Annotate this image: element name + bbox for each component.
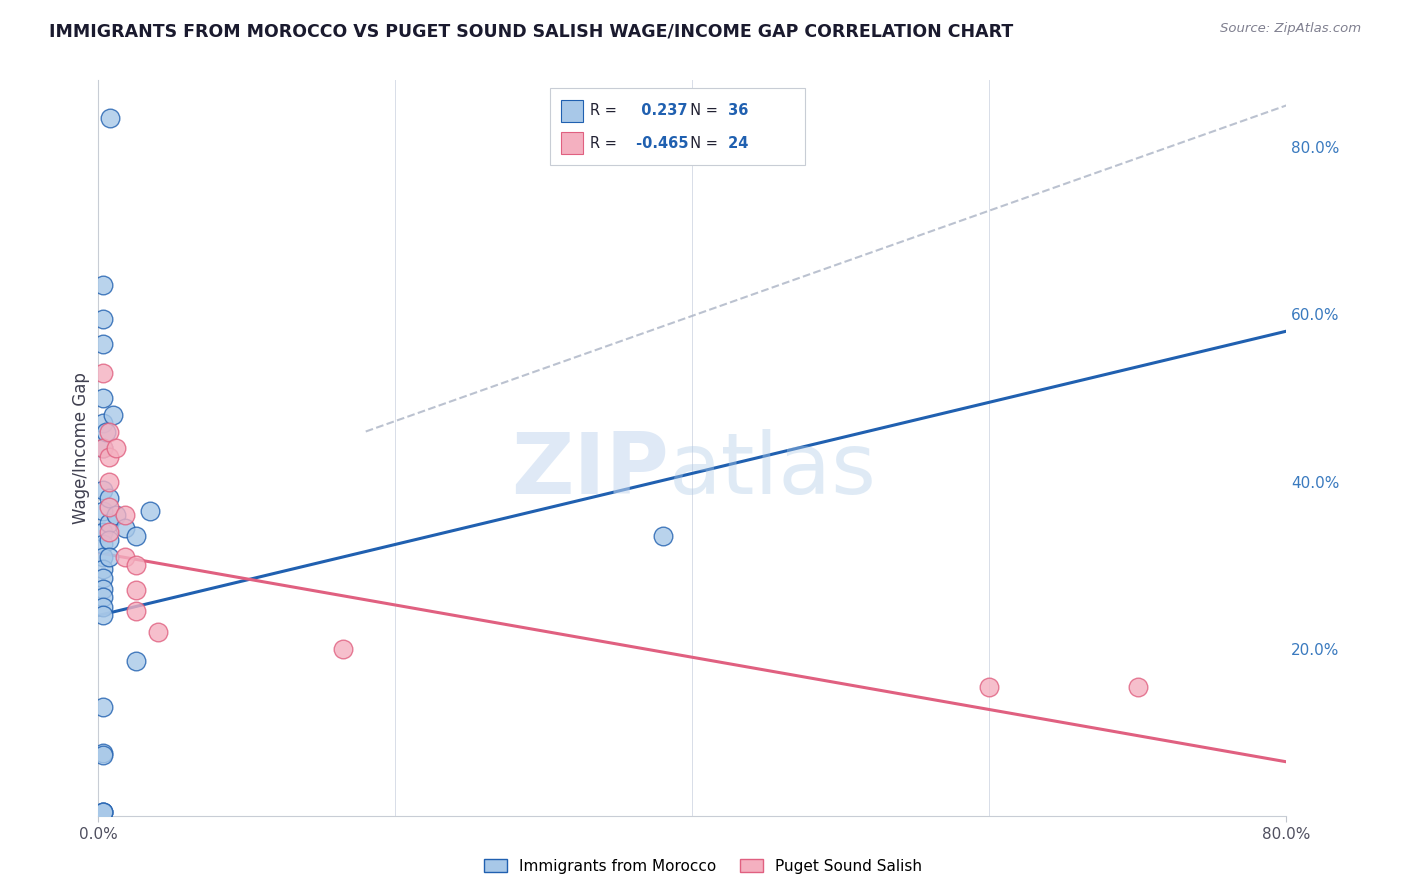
- Point: [91, 483, 114, 497]
- Point: [139, 504, 162, 518]
- Point: [91, 504, 114, 518]
- Point: [124, 655, 146, 669]
- Point: [91, 537, 114, 551]
- Text: 24: 24: [723, 136, 749, 151]
- Point: [97, 516, 120, 531]
- Point: [105, 508, 128, 523]
- Point: [94, 425, 117, 439]
- Point: [91, 582, 114, 596]
- Point: [91, 311, 114, 326]
- Point: [651, 529, 673, 543]
- FancyBboxPatch shape: [561, 100, 582, 121]
- Point: [114, 508, 136, 523]
- Point: [97, 425, 120, 439]
- Point: [97, 491, 120, 506]
- Point: [91, 278, 114, 293]
- Point: [91, 805, 114, 819]
- Text: ZIP: ZIP: [510, 429, 669, 512]
- Text: R =: R =: [589, 103, 617, 119]
- Point: [98, 111, 121, 125]
- Point: [91, 336, 114, 351]
- Point: [91, 441, 114, 455]
- Point: [97, 524, 120, 539]
- Point: [97, 533, 120, 548]
- Point: [1126, 680, 1149, 694]
- Point: [91, 748, 114, 763]
- Text: -0.465: -0.465: [630, 136, 688, 151]
- Point: [105, 441, 128, 455]
- FancyBboxPatch shape: [550, 87, 806, 165]
- Point: [91, 549, 114, 564]
- Point: [124, 604, 146, 618]
- Point: [91, 747, 114, 761]
- Y-axis label: Wage/Income Gap: Wage/Income Gap: [72, 372, 90, 524]
- Point: [146, 625, 169, 640]
- Point: [114, 521, 136, 535]
- Point: [91, 600, 114, 615]
- Point: [97, 500, 120, 514]
- Point: [91, 590, 114, 604]
- Text: Source: ZipAtlas.com: Source: ZipAtlas.com: [1220, 22, 1361, 36]
- Point: [91, 366, 114, 380]
- Point: [91, 524, 114, 539]
- Point: [103, 408, 125, 422]
- Point: [91, 391, 114, 405]
- Point: [97, 549, 120, 564]
- Point: [124, 583, 146, 598]
- Point: [97, 475, 120, 489]
- Point: [91, 441, 114, 455]
- Point: [91, 700, 114, 714]
- Point: [91, 805, 114, 819]
- Point: [91, 416, 114, 430]
- Legend: Immigrants from Morocco, Puget Sound Salish: Immigrants from Morocco, Puget Sound Sal…: [478, 853, 928, 880]
- Text: R =: R =: [589, 136, 617, 151]
- Point: [124, 529, 146, 543]
- Text: atlas: atlas: [669, 429, 877, 512]
- Point: [97, 450, 120, 464]
- Text: N =: N =: [681, 103, 718, 119]
- Text: IMMIGRANTS FROM MOROCCO VS PUGET SOUND SALISH WAGE/INCOME GAP CORRELATION CHART: IMMIGRANTS FROM MOROCCO VS PUGET SOUND S…: [49, 22, 1014, 40]
- Text: 36: 36: [723, 103, 749, 119]
- Point: [91, 571, 114, 585]
- Text: 0.237: 0.237: [630, 103, 688, 119]
- Point: [332, 642, 354, 657]
- Point: [124, 558, 146, 573]
- Text: N =: N =: [681, 136, 718, 151]
- FancyBboxPatch shape: [561, 132, 582, 154]
- Point: [114, 549, 136, 564]
- Point: [91, 805, 114, 819]
- Point: [979, 680, 1001, 694]
- Point: [91, 562, 114, 576]
- Point: [91, 608, 114, 623]
